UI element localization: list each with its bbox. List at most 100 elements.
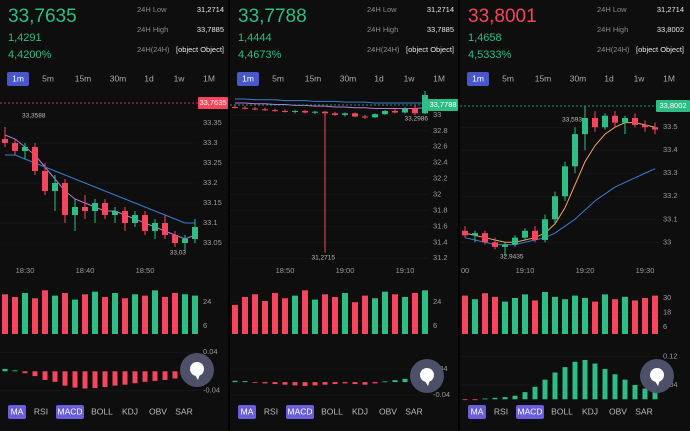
volume-bar — [362, 295, 368, 334]
active-indicator — [468, 405, 486, 419]
indicator-tab[interactable]: OBV — [609, 406, 627, 416]
timeframe-tab[interactable]: 15m — [305, 73, 322, 83]
indicator-tab[interactable]: BOLL — [551, 406, 573, 416]
timeframe-tab[interactable]: 1w — [404, 73, 416, 83]
volume-bar — [92, 291, 98, 334]
indicator-tab[interactable]: MACD — [517, 406, 542, 416]
volume-bar — [512, 298, 518, 334]
macd-bar — [312, 382, 318, 386]
timeframe-tab[interactable]: 30m — [110, 73, 127, 83]
volume-bar — [422, 290, 428, 334]
indicator-tab[interactable]: SAR — [405, 406, 422, 416]
timeframe-tab[interactable]: 1M — [663, 73, 675, 83]
time-label: 18:40 — [76, 266, 95, 275]
price-annotation: 31,2715 — [312, 255, 336, 262]
timeframe-tab[interactable]: 1m — [472, 73, 484, 83]
price-tag-label: 33,7635 — [199, 98, 226, 107]
chat-icon — [420, 368, 434, 382]
macd-bar — [62, 371, 68, 386]
macd-bar — [12, 370, 18, 372]
macd-bar — [642, 388, 648, 400]
volume-bar — [282, 298, 288, 334]
macd-bar — [382, 381, 388, 383]
price-axis-label: 33.2 — [203, 178, 218, 187]
active-indicator — [8, 405, 26, 419]
last-price: 33,7788 — [238, 6, 307, 27]
price-axis-label: 33.15 — [203, 198, 222, 207]
price-change: 1,4444 — [238, 32, 272, 44]
candle-body — [292, 110, 298, 112]
candle-body — [262, 109, 268, 111]
indicator-tab[interactable]: OBV — [149, 406, 167, 416]
price-annotation: 33,03 — [170, 250, 187, 257]
volume-bar — [162, 296, 168, 334]
indicator-tab[interactable]: SAR — [635, 406, 652, 416]
price-axis-label: 33.1 — [203, 218, 218, 227]
candle-body — [612, 115, 618, 123]
indicator-tab[interactable]: RSI — [34, 406, 48, 416]
indicator-tab[interactable]: KDJ — [352, 406, 368, 416]
timeframe-tab[interactable]: 30m — [340, 73, 357, 83]
candle-body — [472, 233, 478, 236]
timeframe-tab[interactable]: 5m — [272, 73, 284, 83]
macd-bar — [502, 397, 508, 400]
volume-bar — [82, 294, 88, 334]
indicator-tab[interactable]: RSI — [264, 406, 278, 416]
indicator-tab[interactable]: MA — [471, 406, 484, 416]
price-annotation: 33,3588 — [22, 113, 46, 120]
stat-value: 33,7885 — [197, 25, 224, 34]
timeframe-tab[interactable]: 1d — [144, 73, 154, 83]
volume-bar — [32, 298, 38, 334]
timeframe-tab[interactable]: 15m — [535, 73, 552, 83]
timeframe-tab[interactable]: 5m — [502, 73, 514, 83]
macd-bar — [342, 382, 348, 384]
timeframe-tab[interactable]: 1d — [374, 73, 384, 83]
macd-bar — [362, 382, 368, 385]
timeframe-tab[interactable]: 1M — [203, 73, 215, 83]
active-indicator — [286, 405, 314, 419]
candle-body — [72, 207, 78, 215]
stat-label: 24H(24H) — [367, 45, 400, 54]
candle-body — [492, 242, 498, 247]
indicator-tab[interactable]: SAR — [175, 406, 192, 416]
candle-body — [122, 211, 128, 223]
indicator-tab[interactable]: KDJ — [582, 406, 598, 416]
active-indicator — [56, 405, 84, 419]
timeframe-tab[interactable]: 1m — [12, 73, 24, 83]
timeframe-tab[interactable]: 1m — [242, 73, 254, 83]
volume-axis-label: 18 — [663, 307, 671, 316]
volume-bar — [632, 300, 638, 334]
indicator-tab[interactable]: MA — [11, 406, 24, 416]
macd-bar — [112, 371, 118, 386]
indicator-tab[interactable]: MACD — [57, 406, 82, 416]
candle-body — [2, 139, 8, 143]
price-annotation: 33,2986 — [405, 116, 429, 123]
macd-bar — [2, 368, 8, 372]
candle-body — [232, 106, 238, 108]
timeframe-tab[interactable]: 5m — [42, 73, 54, 83]
indicator-tab[interactable]: MA — [241, 406, 254, 416]
volume-bar — [172, 292, 178, 334]
macd-bar — [42, 371, 48, 380]
volume-bar — [142, 295, 148, 334]
indicator-tab[interactable]: BOLL — [321, 406, 343, 416]
timeframe-tab[interactable]: 15m — [75, 73, 92, 83]
moving-average — [235, 98, 425, 104]
timeframe-tab[interactable]: 30m — [570, 73, 587, 83]
indicator-tab[interactable]: BOLL — [91, 406, 113, 416]
timeframe-tab[interactable]: 1d — [604, 73, 614, 83]
indicator-tab[interactable]: KDJ — [122, 406, 138, 416]
active-tab — [237, 72, 259, 86]
chat-icon-tail — [655, 380, 660, 386]
timeframe-tab[interactable]: 1w — [174, 73, 186, 83]
indicator-tab[interactable]: MACD — [287, 406, 312, 416]
chat-icon — [650, 368, 664, 382]
indicator-tab[interactable]: RSI — [494, 406, 508, 416]
macd-bar — [402, 378, 408, 383]
macd-bar — [302, 382, 308, 387]
timeframe-tab[interactable]: 1w — [634, 73, 646, 83]
candle-body — [102, 203, 108, 215]
timeframe-tab[interactable]: 1M — [433, 73, 445, 83]
indicator-tab[interactable]: OBV — [379, 406, 397, 416]
macd-bar — [622, 379, 628, 400]
